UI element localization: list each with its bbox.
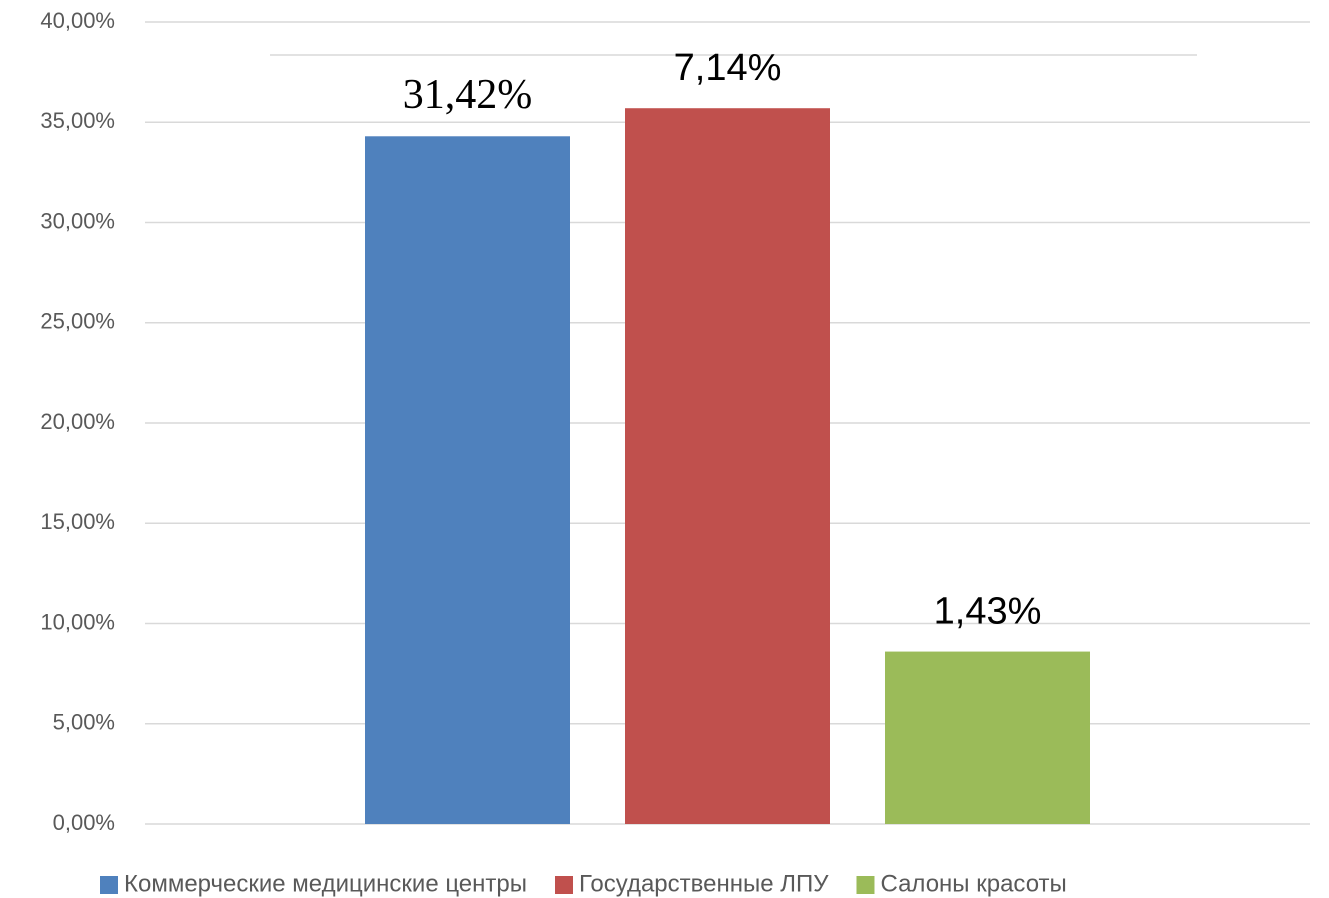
annotation: 1,43% [934, 591, 1042, 633]
annotation: 31,42% [403, 72, 533, 118]
y-tick-label: 25,00% [40, 309, 115, 334]
y-tick-label: 0,00% [53, 810, 115, 835]
legend-swatch [555, 876, 573, 894]
bar [885, 651, 1090, 824]
bar [625, 108, 830, 825]
y-tick-label: 35,00% [40, 108, 115, 133]
y-tick-label: 20,00% [40, 409, 115, 434]
bar [365, 136, 570, 824]
annotation: 7,14% [674, 47, 782, 89]
legend-swatch [100, 876, 118, 894]
y-tick-label: 30,00% [40, 208, 115, 233]
y-tick-label: 10,00% [40, 609, 115, 634]
legend-swatch [856, 876, 875, 894]
y-tick-label: 5,00% [53, 710, 115, 735]
legend-label: Салоны красоты [880, 870, 1066, 897]
y-tick-label: 40,00% [40, 8, 115, 33]
y-tick-label: 15,00% [40, 509, 115, 534]
legend-label: Коммерческие медицинские центры [124, 870, 527, 897]
legend-label: Государственные ЛПУ [579, 870, 829, 897]
